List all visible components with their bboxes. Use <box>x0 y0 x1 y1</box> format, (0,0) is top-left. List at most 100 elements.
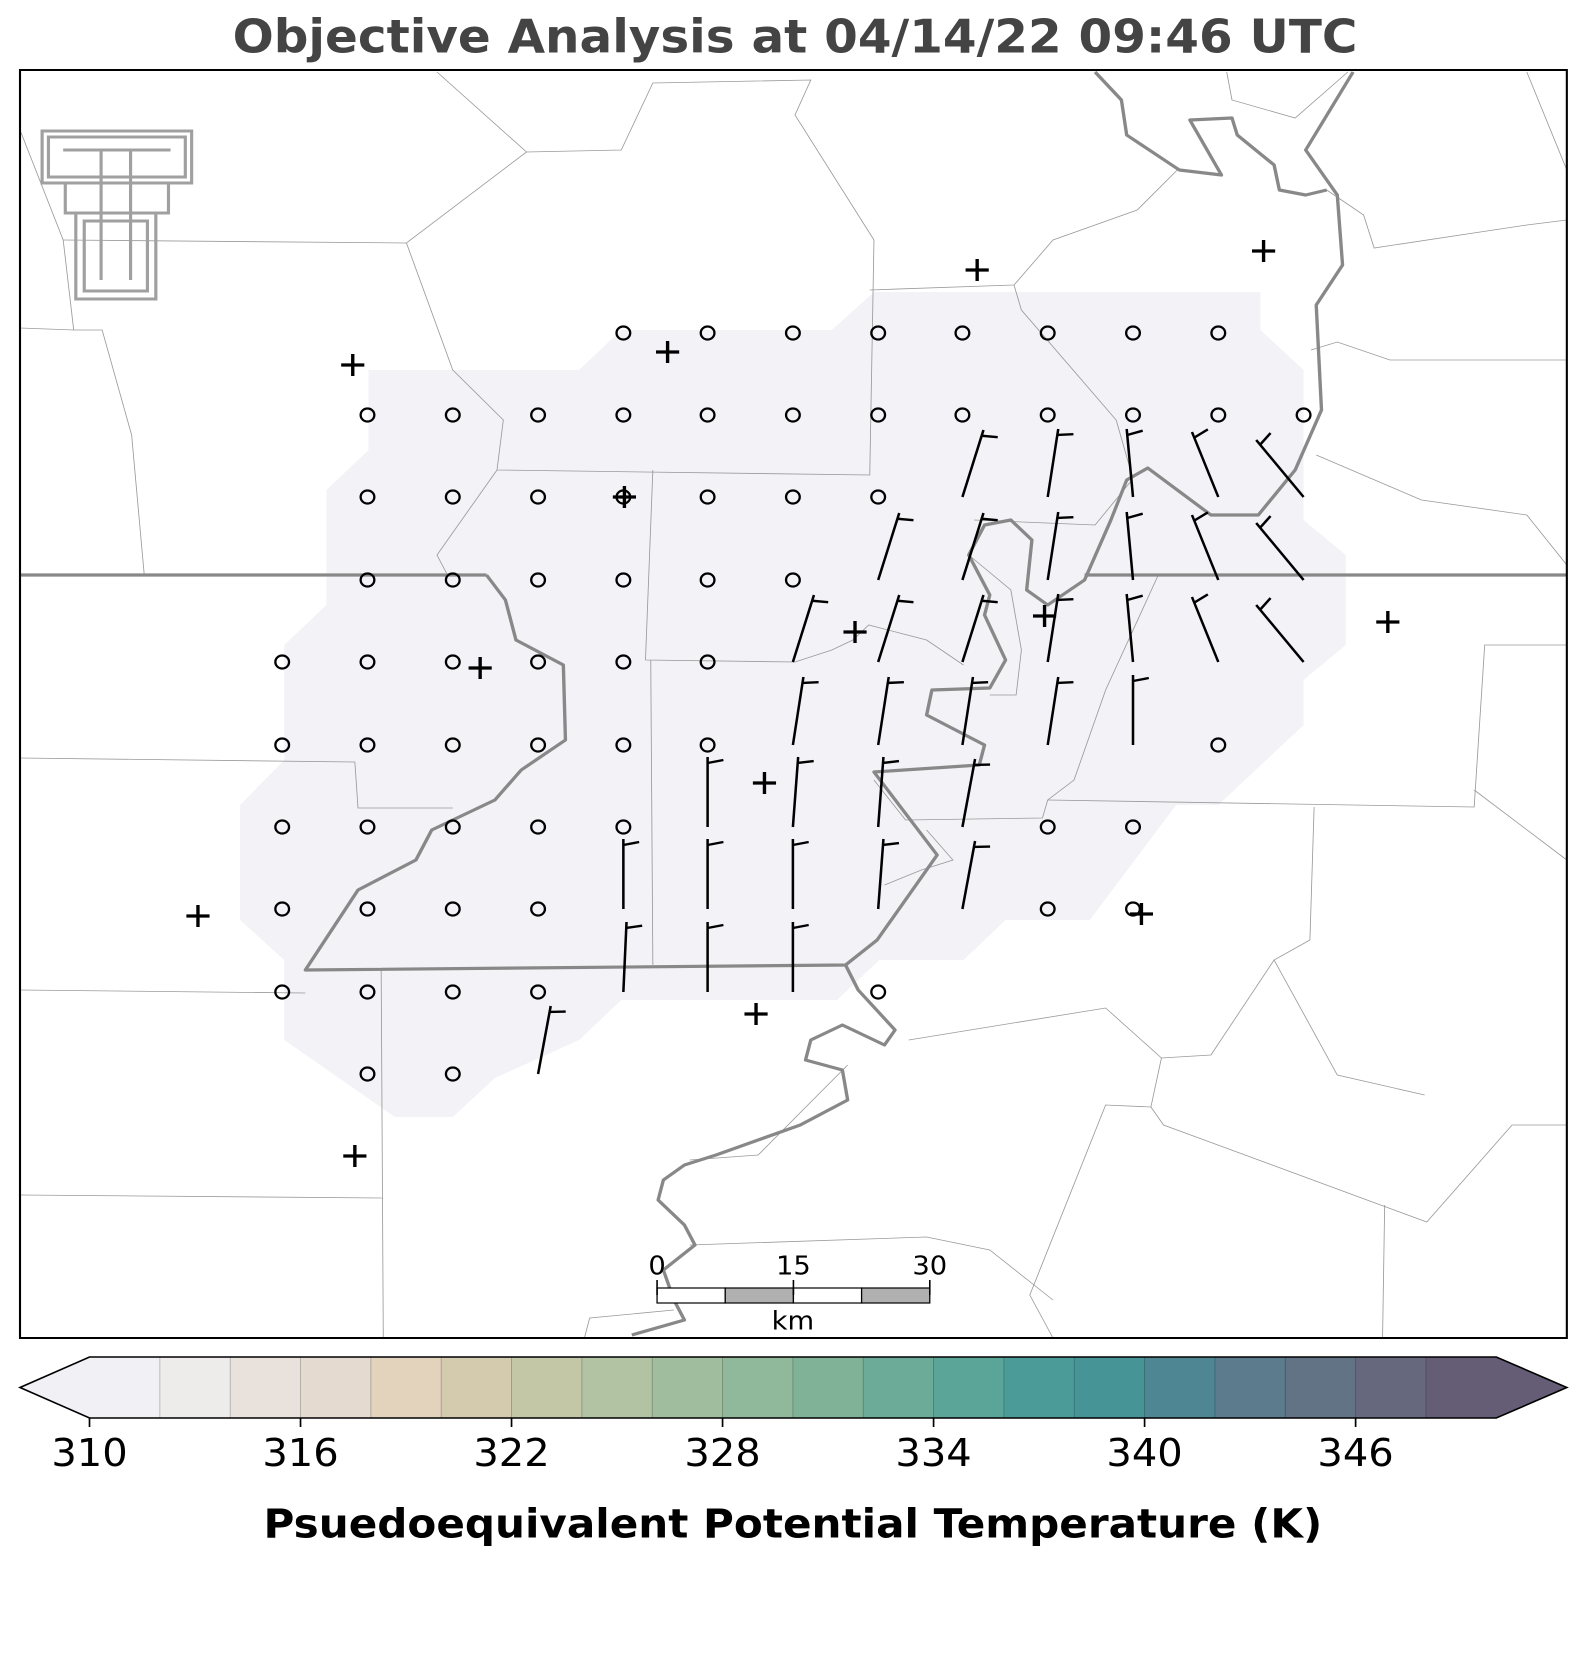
barb-flag <box>626 924 643 930</box>
calm-point <box>359 654 376 670</box>
calm-point <box>444 1066 461 1082</box>
barb-flag <box>1259 515 1272 529</box>
colorbar-bin <box>1355 1357 1427 1418</box>
colorbar-bin <box>1285 1357 1357 1418</box>
barb-flag <box>1057 515 1074 520</box>
calm-point <box>274 984 291 1000</box>
barb-shaft <box>1046 511 1060 581</box>
calm-point <box>359 407 376 423</box>
calm-point <box>444 984 461 1000</box>
calm-point <box>359 819 376 835</box>
calm-point <box>359 572 376 588</box>
calm-point <box>444 407 461 423</box>
calm-point <box>1039 901 1056 917</box>
calm-point <box>444 654 461 670</box>
calm-point <box>1210 737 1227 753</box>
calm-point <box>444 737 461 753</box>
colorbar-bin <box>863 1357 935 1418</box>
barb-flag <box>1193 511 1209 522</box>
calm-point <box>359 901 376 917</box>
calm-point <box>870 325 887 341</box>
map-frame <box>18 69 1568 1339</box>
state-lines <box>20 70 1567 1337</box>
calm-point <box>699 489 716 505</box>
calm-point <box>1210 407 1227 423</box>
barb-flag <box>812 599 829 604</box>
barb-shaft <box>961 594 985 663</box>
barb-shaft <box>1190 596 1220 663</box>
barb-shaft <box>1046 676 1060 746</box>
barb-shaft <box>1046 593 1060 663</box>
colorbar-tick-label: 340 <box>1106 1432 1182 1476</box>
calm-point <box>615 737 632 753</box>
barb-flag <box>707 758 724 765</box>
scale-bar: km 0 15 30 <box>648 1251 947 1336</box>
barb-flag <box>623 840 640 847</box>
calm-point <box>699 325 716 341</box>
colorbar-extend-low <box>20 1357 90 1418</box>
barb-flag <box>792 923 809 930</box>
calm-point <box>274 737 291 753</box>
calm-point <box>444 819 461 835</box>
calm-point <box>1210 325 1227 341</box>
calm-point <box>359 489 376 505</box>
barb-flag <box>1057 680 1074 685</box>
barb-flag <box>1126 594 1144 602</box>
calm-point <box>530 984 547 1000</box>
barb-shaft <box>1255 522 1305 581</box>
calm-point <box>784 572 801 588</box>
calm-point <box>699 737 716 753</box>
calm-point <box>530 901 547 917</box>
barb-flag <box>1193 428 1209 439</box>
calm-point <box>359 737 376 753</box>
barb-shaft <box>1046 428 1060 498</box>
barb-flag <box>1259 597 1272 611</box>
barb-shaft <box>876 756 885 828</box>
calm-point <box>615 654 632 670</box>
logo <box>40 129 194 301</box>
colorbar-bin <box>300 1357 372 1418</box>
station <box>341 354 365 376</box>
calm-point <box>784 489 801 505</box>
calm-point <box>954 325 971 341</box>
barb-shaft <box>536 1005 552 1075</box>
calm-point <box>530 489 547 505</box>
barb-flag <box>1193 593 1209 604</box>
calm-point <box>870 407 887 423</box>
stations <box>186 240 1400 1167</box>
colorbar-tick-label: 322 <box>473 1432 549 1476</box>
barb-flag <box>981 434 998 439</box>
station <box>1032 605 1057 627</box>
colorbar-bin <box>441 1357 513 1418</box>
calm-point <box>444 572 461 588</box>
barb-shaft <box>876 512 901 581</box>
scale-tick-label: 30 <box>912 1251 947 1281</box>
calm-point <box>784 407 801 423</box>
barb-flag <box>971 680 989 685</box>
barb-flag <box>797 759 814 765</box>
calm-point <box>1125 325 1142 341</box>
calm-point <box>1039 407 1056 423</box>
calm-point <box>274 819 291 835</box>
calm-point <box>615 572 632 588</box>
barb-flag <box>1126 429 1144 437</box>
station <box>468 657 492 679</box>
colorbar: Psuedoequivalent Potential Temperature (… <box>17 1356 1569 1548</box>
barb-shaft <box>791 676 805 746</box>
calm-point <box>530 407 547 423</box>
calm-point <box>274 901 291 917</box>
colorbar-tick-label: 328 <box>684 1432 760 1476</box>
barb-shaft <box>961 840 977 910</box>
calm-point <box>359 984 376 1000</box>
colorbar-bin <box>1074 1357 1146 1418</box>
map: km 0 15 30 <box>18 69 1568 1339</box>
calm-point <box>1039 325 1056 341</box>
calm-point <box>1295 407 1312 423</box>
colorbar-label: Psuedoequivalent Potential Temperature (… <box>264 1501 1323 1548</box>
colorbar-extend-high <box>1496 1357 1567 1418</box>
colorbar-bin <box>652 1357 724 1418</box>
barb-flag <box>897 517 914 522</box>
station <box>1129 903 1154 925</box>
barb-flag <box>1057 432 1074 437</box>
colorbar-bin <box>370 1357 442 1418</box>
